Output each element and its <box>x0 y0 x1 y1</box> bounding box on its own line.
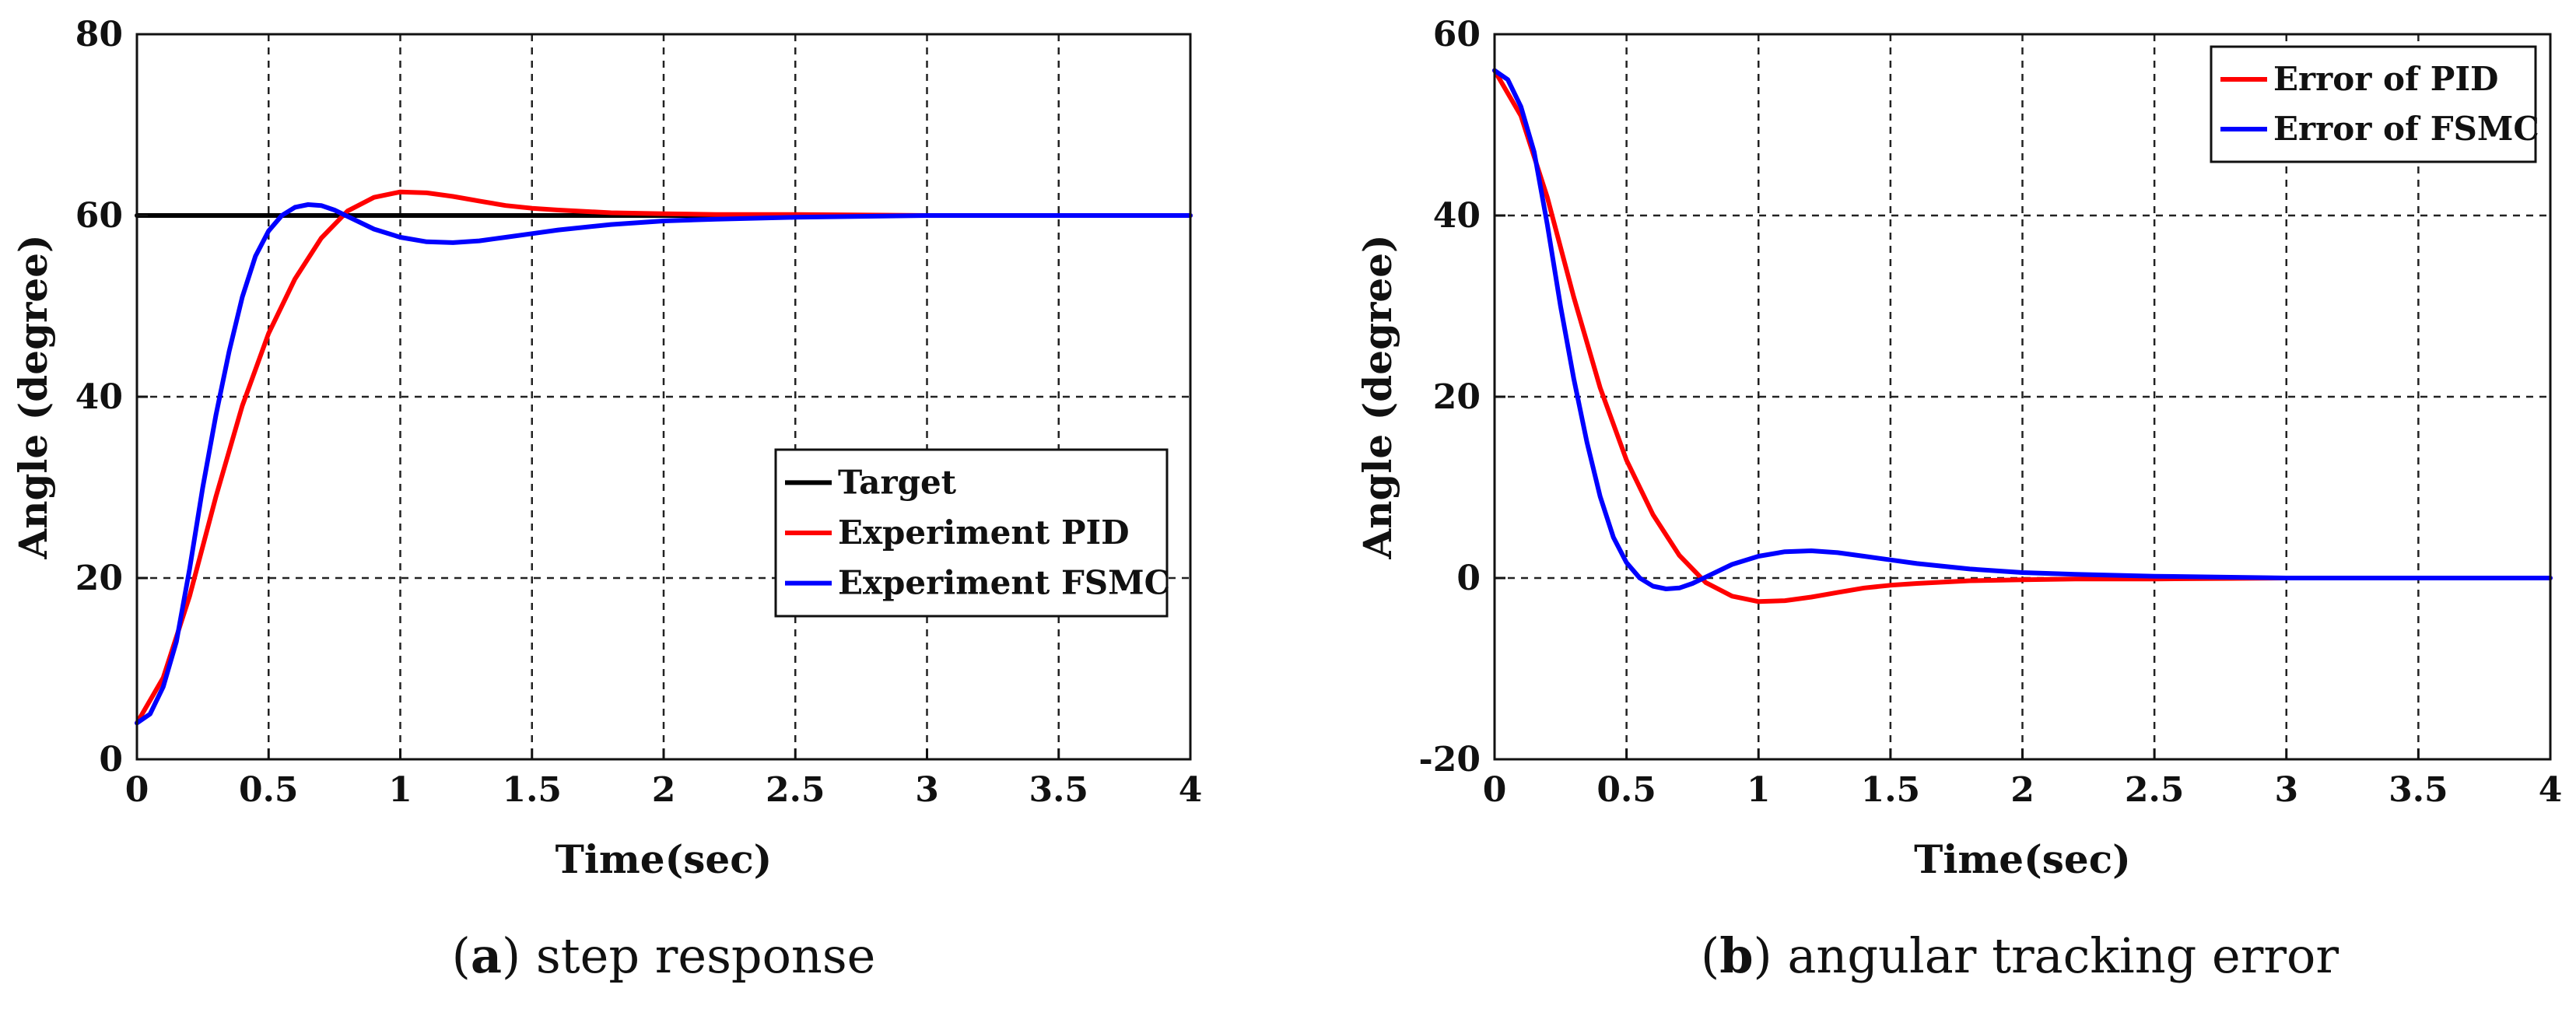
y-tick-label: -20 <box>1419 740 1481 780</box>
x-tick-label: 0 <box>1483 770 1507 810</box>
x-tick-label: 2 <box>2010 770 2035 810</box>
y-tick-label: 20 <box>75 559 123 598</box>
x-tick-label: 3 <box>915 770 939 810</box>
legend-label: Error of FSMC <box>2273 110 2539 148</box>
series-line-error-of-fsmc <box>1492 68 2553 591</box>
legend-label: Target <box>838 463 957 501</box>
caption: (a) step response <box>452 927 876 984</box>
x-tick-label: 2 <box>652 770 676 810</box>
chart-a: 0 0.5 1 1.5 2 2.5 3 3.5 4020406080Time(sec)Angle… <box>10 15 1202 984</box>
x-tick-label: 0 <box>125 770 149 810</box>
caption-text: ) angular tracking error <box>1754 927 2339 984</box>
y-tick-label: 40 <box>75 377 123 417</box>
y-tick-label: 0 <box>1456 559 1481 598</box>
legend-label: Experiment PID <box>838 513 1130 552</box>
chart-b: 0 0.5 1 1.5 2 2.5 3 3.5 4-200204060Time(sec)Angl… <box>1355 15 2562 984</box>
y-tick-label: 60 <box>75 196 123 236</box>
x-tick-label: 4 <box>1179 770 1203 810</box>
y-tick-label: 0 <box>99 740 123 780</box>
x-tick-label: 2.5 <box>766 770 825 810</box>
series-line-experiment-fsmc <box>135 202 1193 726</box>
x-axis-label: Time(sec) <box>1914 836 2131 882</box>
x-tick-label: 3.5 <box>1029 770 1088 810</box>
legend-label: Experiment FSMC <box>838 564 1170 602</box>
legend-label: Error of PID <box>2273 60 2498 98</box>
caption-paren-open: ( <box>452 927 471 984</box>
x-tick-label: 4 <box>2539 770 2563 810</box>
caption-text: ) step response <box>502 927 875 984</box>
x-tick-label: 1.5 <box>502 770 562 810</box>
x-tick-label: 0.5 <box>239 770 299 810</box>
caption-paren-open: ( <box>1701 927 1719 984</box>
legend-box <box>2210 45 2537 163</box>
x-tick-label: 0.5 <box>1596 770 1656 810</box>
y-axis-label: Angle (degree) <box>10 234 56 559</box>
x-axis-label: Time(sec) <box>556 836 773 882</box>
caption-letter: b <box>1719 927 1753 984</box>
x-tick-label: 1 <box>388 770 412 810</box>
caption: (b) angular tracking error <box>1701 927 2339 984</box>
x-tick-label: 3 <box>2274 770 2298 810</box>
y-tick-label: 80 <box>75 15 123 54</box>
x-tick-label: 1 <box>1747 770 1771 810</box>
y-axis-label: Angle (degree) <box>1355 234 1400 559</box>
series-line-experiment-pid <box>135 189 1193 726</box>
legend: Error of PID Error of FSMC <box>2210 45 2539 163</box>
x-tick-label: 3.5 <box>2388 770 2448 810</box>
y-tick-label: 40 <box>1433 196 1481 236</box>
y-tick-label: 60 <box>1433 15 1481 54</box>
y-tick-label: 20 <box>1433 377 1481 417</box>
legend: Target Experiment PID Experiment FSMC <box>774 448 1170 618</box>
legend-box <box>774 448 1169 618</box>
series-line-error-of-pid <box>1492 68 2553 604</box>
x-tick-label: 1.5 <box>1861 770 1921 810</box>
x-tick-label: 2.5 <box>2125 770 2185 810</box>
caption-letter: a <box>471 927 502 984</box>
